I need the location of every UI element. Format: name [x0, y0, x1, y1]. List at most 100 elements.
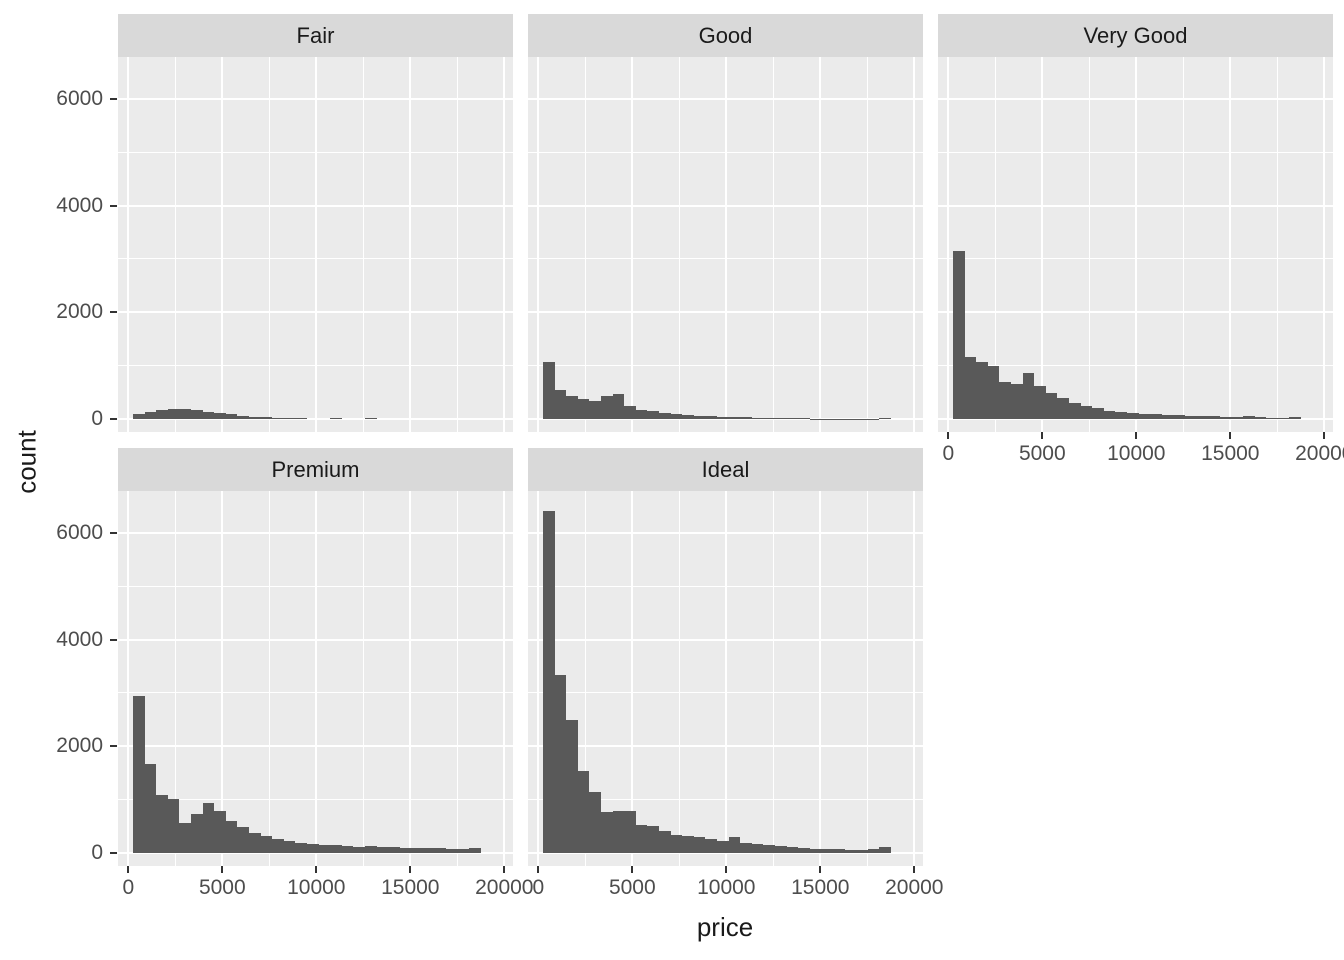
histogram-bar — [133, 414, 145, 419]
facet-panel-good — [528, 57, 923, 432]
gridline-major-y — [118, 204, 513, 207]
histogram-bar — [577, 398, 590, 419]
x-tick-label: 10000 — [697, 876, 756, 899]
x-tick-label: 15000 — [791, 876, 850, 899]
histogram-bar — [554, 389, 567, 419]
x-tick-label: 5000 — [608, 876, 656, 899]
x-tick-label: 15000 — [381, 876, 440, 899]
histogram-bar — [705, 838, 717, 853]
histogram-bar — [953, 251, 965, 419]
histogram-bar — [295, 418, 307, 419]
histogram-bar — [144, 411, 157, 419]
x-tick-mark — [1323, 432, 1326, 439]
histogram-bar — [330, 417, 342, 419]
gridline-minor-x — [678, 57, 680, 432]
x-tick-label: 20000 — [475, 876, 534, 899]
histogram-bar — [1115, 412, 1127, 419]
histogram-bar — [832, 849, 845, 853]
gridline-major-y — [118, 418, 513, 420]
y-tick-label: 0 — [91, 841, 103, 864]
x-tick-mark — [1041, 432, 1044, 439]
histogram-bar — [237, 415, 249, 419]
histogram-bar — [976, 362, 988, 419]
histogram-bar — [1208, 416, 1220, 419]
x-tick-mark — [631, 866, 634, 873]
x-tick-label: 10000 — [287, 876, 346, 899]
facet-strip-label: Very Good — [1083, 22, 1188, 48]
histogram-bar — [716, 416, 729, 419]
histogram-bar — [156, 410, 168, 419]
histogram-bar — [682, 835, 694, 853]
gridline-minor-x — [268, 57, 270, 432]
histogram-bar — [283, 840, 296, 853]
gridline-minor-x — [1276, 57, 1278, 432]
x-tick-label: 20000 — [1295, 442, 1344, 465]
gridline-major-y — [528, 638, 923, 641]
facet-strip-very-good: Very Good — [938, 14, 1333, 57]
y-tick-mark — [110, 852, 117, 854]
facet-strip-premium: Premium — [118, 448, 513, 491]
x-tick-label: 10000 — [1107, 442, 1166, 465]
histogram-bar — [1126, 412, 1139, 419]
gridline-major-x — [819, 491, 822, 866]
histogram-bar — [1092, 408, 1104, 419]
histogram-bar — [879, 418, 891, 419]
x-tick-mark — [315, 866, 318, 873]
histogram-bar — [202, 802, 215, 853]
gridline-major-y — [118, 311, 513, 314]
histogram-bar — [740, 417, 752, 419]
facet-strip-ideal: Ideal — [528, 448, 923, 491]
histogram-bar — [190, 813, 203, 853]
y-tick-mark — [110, 418, 117, 420]
histogram-bar — [856, 850, 868, 853]
histogram-bar — [225, 414, 238, 419]
histogram-bar — [1266, 417, 1278, 419]
histogram-bar — [566, 719, 578, 853]
histogram-bar — [635, 409, 648, 419]
facet-panel-premium — [118, 491, 513, 866]
histogram-bar — [635, 824, 648, 853]
x-tick-mark — [221, 866, 224, 873]
x-tick-mark — [1135, 432, 1138, 439]
x-tick-mark — [409, 866, 412, 873]
histogram-bar — [1057, 398, 1069, 419]
histogram-bar — [248, 416, 261, 419]
gridline-major-y — [938, 97, 1333, 100]
facet-strip-fair: Fair — [118, 14, 513, 57]
histogram-bar — [422, 848, 435, 853]
gridline-major-x — [315, 57, 318, 432]
histogram-bar — [693, 837, 706, 853]
histogram-bar — [554, 675, 567, 853]
histogram-bar — [809, 848, 822, 853]
facet-strip-label: Fair — [296, 22, 335, 48]
gridline-major-x — [537, 491, 540, 866]
x-tick-mark — [537, 866, 540, 873]
x-tick-label: 5000 — [1018, 442, 1066, 465]
gridline-major-x — [537, 57, 540, 432]
histogram-bar — [987, 366, 1000, 419]
histogram-bar — [1045, 393, 1058, 419]
histogram-bar — [879, 846, 891, 853]
histogram-bar — [658, 831, 671, 853]
x-tick-mark — [725, 866, 728, 873]
histogram-bar — [283, 418, 296, 419]
x-tick-mark — [913, 866, 916, 873]
histogram-bar — [167, 799, 180, 853]
x-axis-title: price — [696, 912, 754, 942]
histogram-bar — [469, 848, 481, 853]
histogram-bar — [774, 418, 787, 419]
histogram-bar — [190, 410, 203, 419]
y-tick-label: 4000 — [56, 627, 103, 651]
histogram-bar — [751, 843, 764, 853]
histogram-bar — [1034, 385, 1046, 419]
histogram-bar — [179, 823, 191, 853]
histogram-bar — [1219, 416, 1232, 419]
histogram-bar — [411, 847, 423, 853]
histogram-bar — [341, 846, 354, 853]
gridline-major-x — [913, 57, 916, 432]
histogram-bar — [670, 834, 683, 853]
histogram-bar — [786, 418, 799, 419]
gridline-major-x — [127, 491, 130, 866]
histogram-bar — [144, 764, 157, 853]
y-tick-label: 6000 — [56, 520, 103, 544]
